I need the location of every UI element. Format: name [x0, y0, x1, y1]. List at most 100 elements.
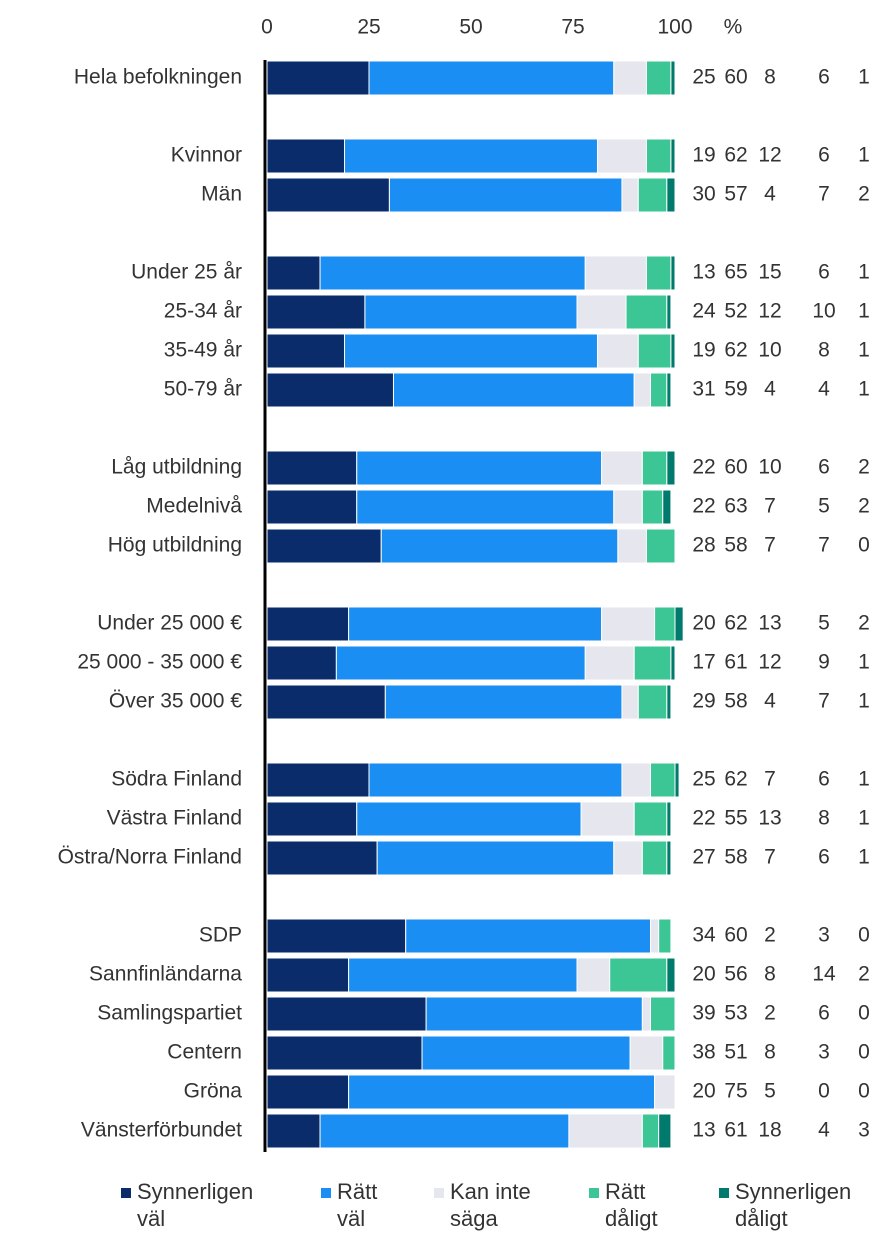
value-label: 15 — [758, 261, 781, 284]
bar-segment — [266, 528, 382, 564]
value-label: 1 — [858, 378, 870, 401]
category-label: Medelnivå — [146, 495, 242, 518]
value-label: 38 — [692, 1041, 715, 1064]
value-label: 17 — [692, 651, 715, 674]
value-label: 0 — [818, 1080, 830, 1103]
bar-segment — [266, 918, 407, 954]
bar-segment — [266, 372, 394, 408]
bar-segment — [266, 333, 346, 369]
bar-segment — [376, 840, 615, 876]
value-label: 39 — [692, 1002, 715, 1025]
bar-segment — [662, 1035, 676, 1071]
legend-label: Kan inte säga — [450, 1179, 531, 1231]
legend-label: Synnerligen dåligt — [735, 1179, 852, 1231]
category-label: Under 25 år — [131, 261, 242, 284]
bar-segment — [645, 255, 672, 291]
value-label: 1 — [858, 846, 870, 869]
category-label: Sannfinländarna — [89, 963, 242, 986]
bar-segment — [645, 528, 676, 564]
legend-item: Rätt väl — [321, 1178, 397, 1232]
value-label: 7 — [764, 768, 776, 791]
bar-segment — [637, 177, 668, 213]
bar-segment — [576, 294, 627, 330]
category-label: Hela befolkningen — [74, 66, 242, 89]
value-label: 55 — [724, 807, 747, 830]
value-label: 4 — [764, 378, 776, 401]
bar-segment — [666, 450, 676, 486]
value-label: 10 — [758, 456, 781, 479]
value-label: 5 — [818, 612, 830, 635]
bar-segment — [266, 1035, 423, 1071]
value-label: 7 — [818, 534, 830, 557]
category-label: 25 000 - 35 000 € — [77, 651, 242, 674]
legend-swatch — [121, 1188, 131, 1198]
bar-segment — [266, 489, 358, 525]
bar-segment — [368, 762, 623, 798]
value-label: 60 — [724, 456, 747, 479]
value-label: 12 — [758, 300, 781, 323]
bar-segment — [613, 60, 647, 96]
value-label: 6 — [818, 1002, 830, 1025]
bar-segment — [621, 177, 639, 213]
value-label: 22 — [692, 456, 715, 479]
bar-segment — [621, 684, 639, 720]
category-label: Västra Finland — [107, 807, 242, 830]
bar-segment — [596, 333, 639, 369]
bar-segment — [633, 645, 672, 681]
value-label: 20 — [692, 612, 715, 635]
bar-segment — [421, 1035, 631, 1071]
value-label: 4 — [764, 183, 776, 206]
bar-segment — [425, 996, 643, 1032]
bar-segment — [650, 996, 676, 1032]
value-label: 57 — [724, 183, 747, 206]
bar-segment — [670, 60, 676, 96]
bar-segment — [266, 996, 427, 1032]
legend-item: Synnerligen väl — [121, 1178, 287, 1232]
value-label: 52 — [724, 300, 747, 323]
bar-segment — [348, 1074, 656, 1110]
value-label: 6 — [818, 768, 830, 791]
bar-segment — [266, 840, 378, 876]
category-label: Hög utbildning — [108, 534, 242, 557]
bar-segment — [645, 60, 672, 96]
value-label: 2 — [858, 183, 870, 206]
value-label: 8 — [818, 807, 830, 830]
category-label: SDP — [199, 924, 242, 947]
category-label: Under 25 000 € — [97, 612, 242, 635]
value-label: 24 — [692, 300, 716, 323]
value-label: 63 — [724, 495, 747, 518]
category-label: Vänsterförbundet — [81, 1119, 242, 1142]
value-label: 7 — [818, 183, 830, 206]
bar-segment — [654, 1074, 676, 1110]
bar-segment — [266, 1113, 321, 1149]
value-label: 29 — [692, 690, 715, 713]
value-label: 53 — [724, 1002, 747, 1025]
value-label: 8 — [764, 66, 776, 89]
category-label: Män — [201, 183, 242, 206]
bar-segment — [666, 684, 672, 720]
value-label: 4 — [764, 690, 776, 713]
bar-segment — [666, 177, 676, 213]
legend-swatch — [719, 1188, 729, 1198]
bar-segment — [368, 60, 615, 96]
bar-segment — [266, 294, 366, 330]
bar-segment — [601, 450, 643, 486]
bar-segment — [674, 762, 680, 798]
bar-segment — [266, 450, 358, 486]
bar-segment — [625, 294, 668, 330]
value-label: 51 — [724, 1041, 747, 1064]
bar-segment — [670, 255, 676, 291]
value-label: 1 — [858, 690, 870, 713]
bar-segment — [584, 645, 635, 681]
bar-segment — [405, 918, 652, 954]
value-label: 22 — [692, 807, 715, 830]
value-label: 58 — [724, 534, 747, 557]
bar-segment — [266, 684, 386, 720]
legend-item: Kan inte säga — [434, 1178, 560, 1232]
value-label: 60 — [724, 66, 747, 89]
value-label: 3 — [818, 924, 830, 947]
value-label: 62 — [724, 144, 747, 167]
value-label: 58 — [724, 846, 747, 869]
value-label: 12 — [758, 651, 781, 674]
